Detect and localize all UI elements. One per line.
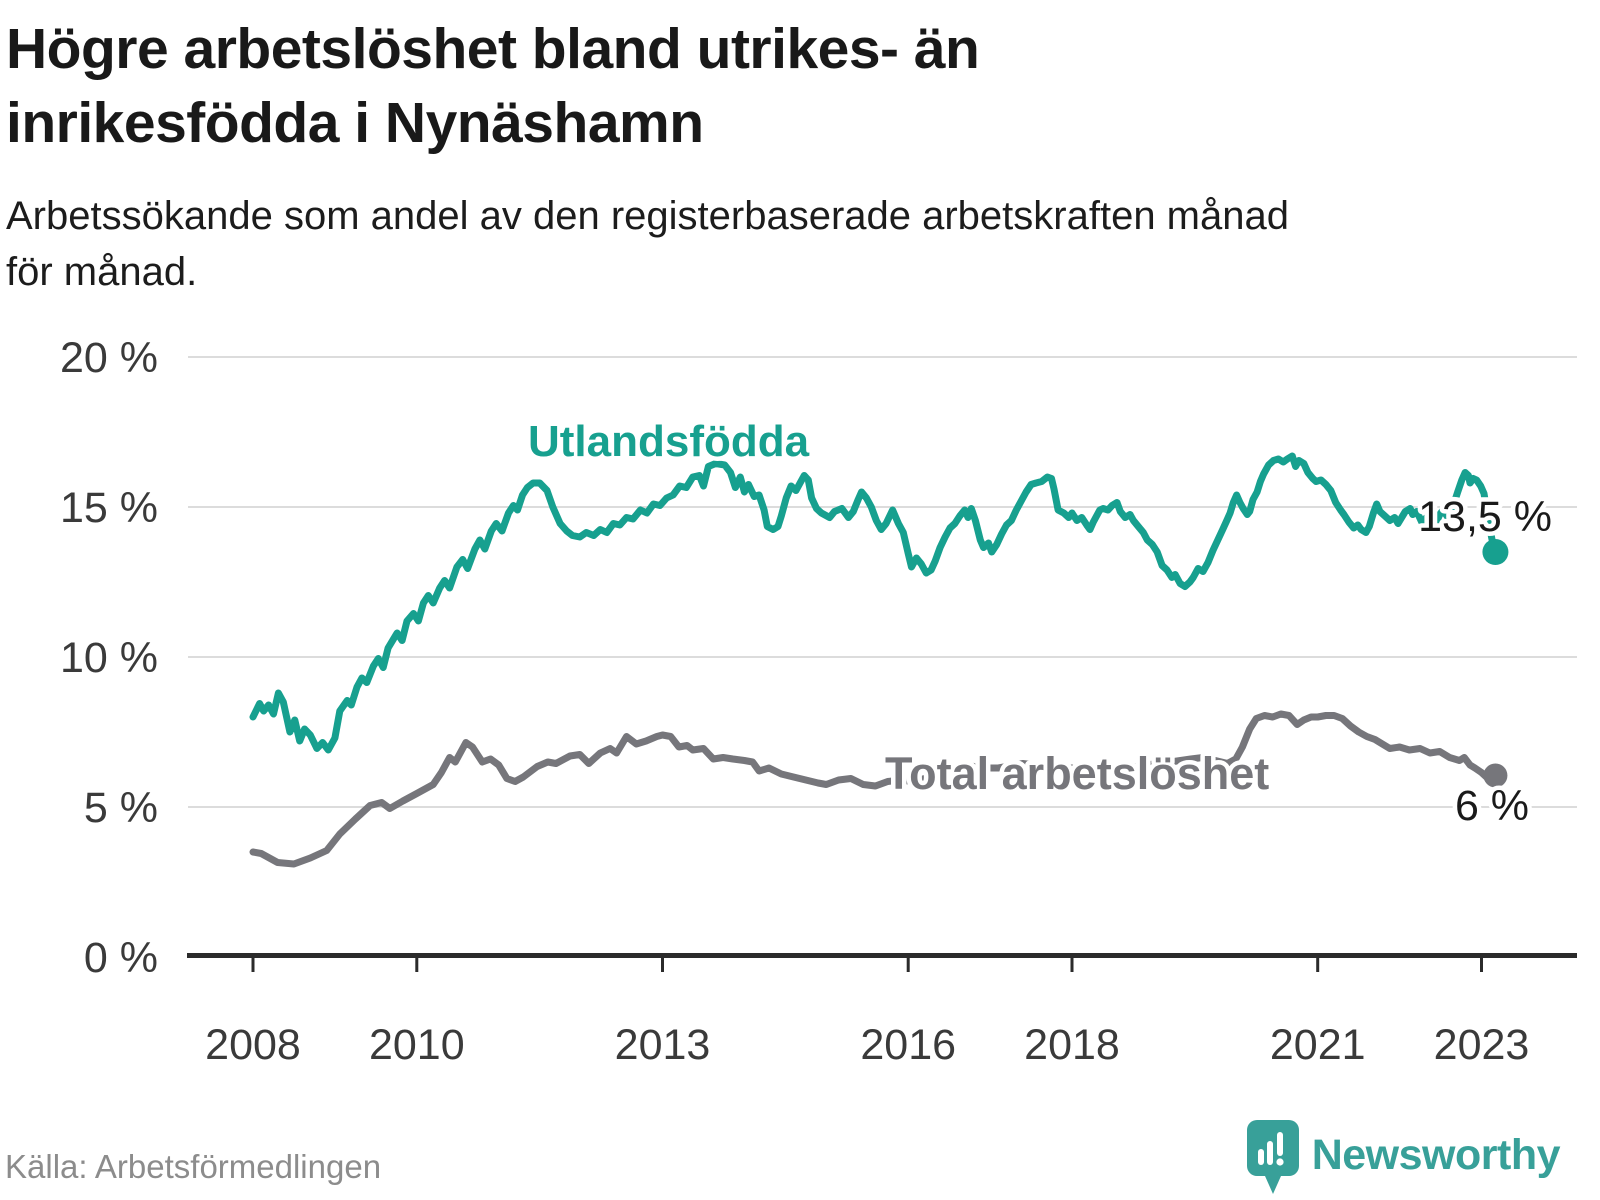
x-tick-label-2021: 2021 xyxy=(1270,1021,1366,1069)
title-line-1: Högre arbetslöshet bland utrikes- än xyxy=(6,17,980,81)
x-tick-label-2023: 2023 xyxy=(1434,1021,1530,1069)
source-note: Källa: Arbetsförmedlingen xyxy=(5,1148,382,1185)
series-line-total xyxy=(249,710,1499,868)
chart-subtitle: Arbetssökande som andel av den registerb… xyxy=(6,188,1566,300)
x-axis-line xyxy=(187,953,1577,958)
y-tick-label-10: 10 % xyxy=(60,634,158,682)
series-label-utlandsfodda: Utlandsfödda xyxy=(528,417,810,466)
title-line-2: inrikesfödda i Nynäshamn xyxy=(6,91,704,155)
logo-bar-small xyxy=(1257,1149,1264,1165)
y-tick-label-5: 5 % xyxy=(84,784,158,832)
logo-exclamation-dot xyxy=(1276,1158,1284,1166)
x-tick-label-2008: 2008 xyxy=(205,1021,301,1069)
logo-exclamation-bar xyxy=(1276,1132,1283,1156)
x-tick-label-2018: 2018 xyxy=(1024,1021,1120,1069)
series-label-total: Total arbetslöshet xyxy=(885,748,1269,799)
series-end-dot-total xyxy=(1483,763,1508,788)
brand-name: Newsworthy xyxy=(1311,1130,1561,1179)
y-tick-label-0: 0 % xyxy=(84,934,158,982)
x-tick-label-2013: 2013 xyxy=(615,1021,711,1069)
series-end-dot-utlandsfodda xyxy=(1482,539,1509,565)
y-tick-label-20: 20 % xyxy=(60,334,158,382)
subtitle-line-2: för månad. xyxy=(6,250,198,294)
subtitle-line-1: Arbetssökande som andel av den registerb… xyxy=(6,194,1289,238)
y-tick-label-15: 15 % xyxy=(60,484,158,532)
newsworthy-logo-icon xyxy=(1246,1120,1299,1194)
end-value-label-total: 6 % xyxy=(1455,782,1529,830)
x-tick-label-2016: 2016 xyxy=(860,1021,956,1069)
logo-bar-tall xyxy=(1266,1141,1273,1165)
series-line-utlandsfodda xyxy=(249,452,1499,754)
page-title: Högre arbetslöshet bland utrikes- än inr… xyxy=(6,12,1566,160)
x-tick-label-2010: 2010 xyxy=(369,1021,465,1069)
end-value-label-utlandsfodda: 13,5 % xyxy=(1418,493,1552,541)
newsworthy-logo: Newsworthy xyxy=(1246,1118,1561,1198)
